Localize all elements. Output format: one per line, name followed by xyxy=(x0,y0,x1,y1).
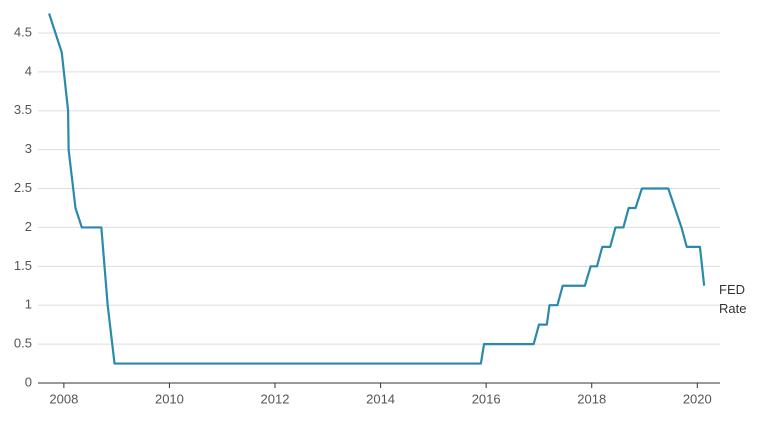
y-tick-label: 1 xyxy=(25,297,32,312)
x-tick-label: 2020 xyxy=(683,391,712,406)
y-tick-label: 1.5 xyxy=(14,258,32,273)
x-tick-label: 2010 xyxy=(155,391,184,406)
series-label: FED Rate xyxy=(719,282,747,316)
y-tick-label: 0.5 xyxy=(14,336,32,351)
x-tick-label: 2014 xyxy=(366,391,395,406)
y-tick-label: 0 xyxy=(25,374,32,389)
y-tick-label: 4.5 xyxy=(14,24,32,39)
y-tick-label: 2 xyxy=(25,219,32,234)
y-tick-label: 4 xyxy=(25,63,32,78)
line xyxy=(48,13,706,365)
x-tick-label: 2012 xyxy=(261,391,290,406)
y-tick-label: 2.5 xyxy=(14,180,32,195)
y-tick-label: 3 xyxy=(25,141,32,156)
x-tick-label: 2008 xyxy=(49,391,78,406)
x-tick-label: 2016 xyxy=(472,391,501,406)
y-tick-label: 3.5 xyxy=(14,102,32,117)
x-tick-label: 2018 xyxy=(577,391,606,406)
